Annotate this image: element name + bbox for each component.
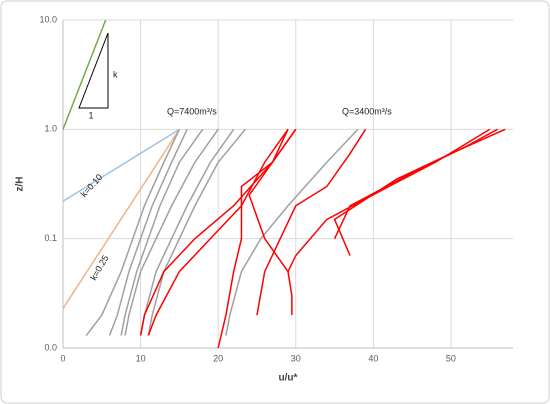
annotation: Q=7400m³/s bbox=[167, 106, 217, 116]
series-line bbox=[124, 128, 219, 336]
y-axis-label: z/H bbox=[15, 177, 26, 192]
y-tick-label: 1.0 bbox=[44, 124, 57, 134]
x-tick-label: 40 bbox=[368, 353, 378, 363]
y-tick-label: 0.0 bbox=[44, 342, 57, 352]
slope-label: k bbox=[113, 69, 118, 79]
annotation: Q=3400m³/s bbox=[342, 106, 392, 116]
x-tick-label: 50 bbox=[446, 353, 456, 363]
series-line bbox=[256, 128, 367, 316]
series-line bbox=[85, 129, 181, 336]
series-line bbox=[147, 128, 289, 336]
lines bbox=[62, 19, 506, 349]
series-line bbox=[333, 128, 506, 256]
x-tick-label: 20 bbox=[213, 353, 223, 363]
series-line bbox=[147, 128, 246, 336]
series-line bbox=[120, 128, 204, 336]
series-line bbox=[108, 129, 188, 336]
series-line bbox=[62, 19, 107, 130]
y-tick-label: 10.0 bbox=[39, 14, 57, 24]
slope-run-label: 1 bbox=[88, 110, 93, 120]
x-tick-label: 30 bbox=[291, 353, 301, 363]
series-line bbox=[62, 128, 181, 309]
series-line bbox=[248, 129, 293, 316]
series-line bbox=[62, 128, 180, 202]
x-tick-label: 10 bbox=[136, 353, 146, 363]
series-line bbox=[333, 128, 498, 239]
series-line bbox=[225, 128, 359, 336]
slope-triangle bbox=[78, 32, 109, 109]
series-line bbox=[287, 128, 491, 272]
y-tick-label: 0.1 bbox=[44, 233, 57, 243]
x-tick-label: 0 bbox=[60, 353, 65, 363]
x-axis-label: u/u* bbox=[279, 373, 298, 384]
